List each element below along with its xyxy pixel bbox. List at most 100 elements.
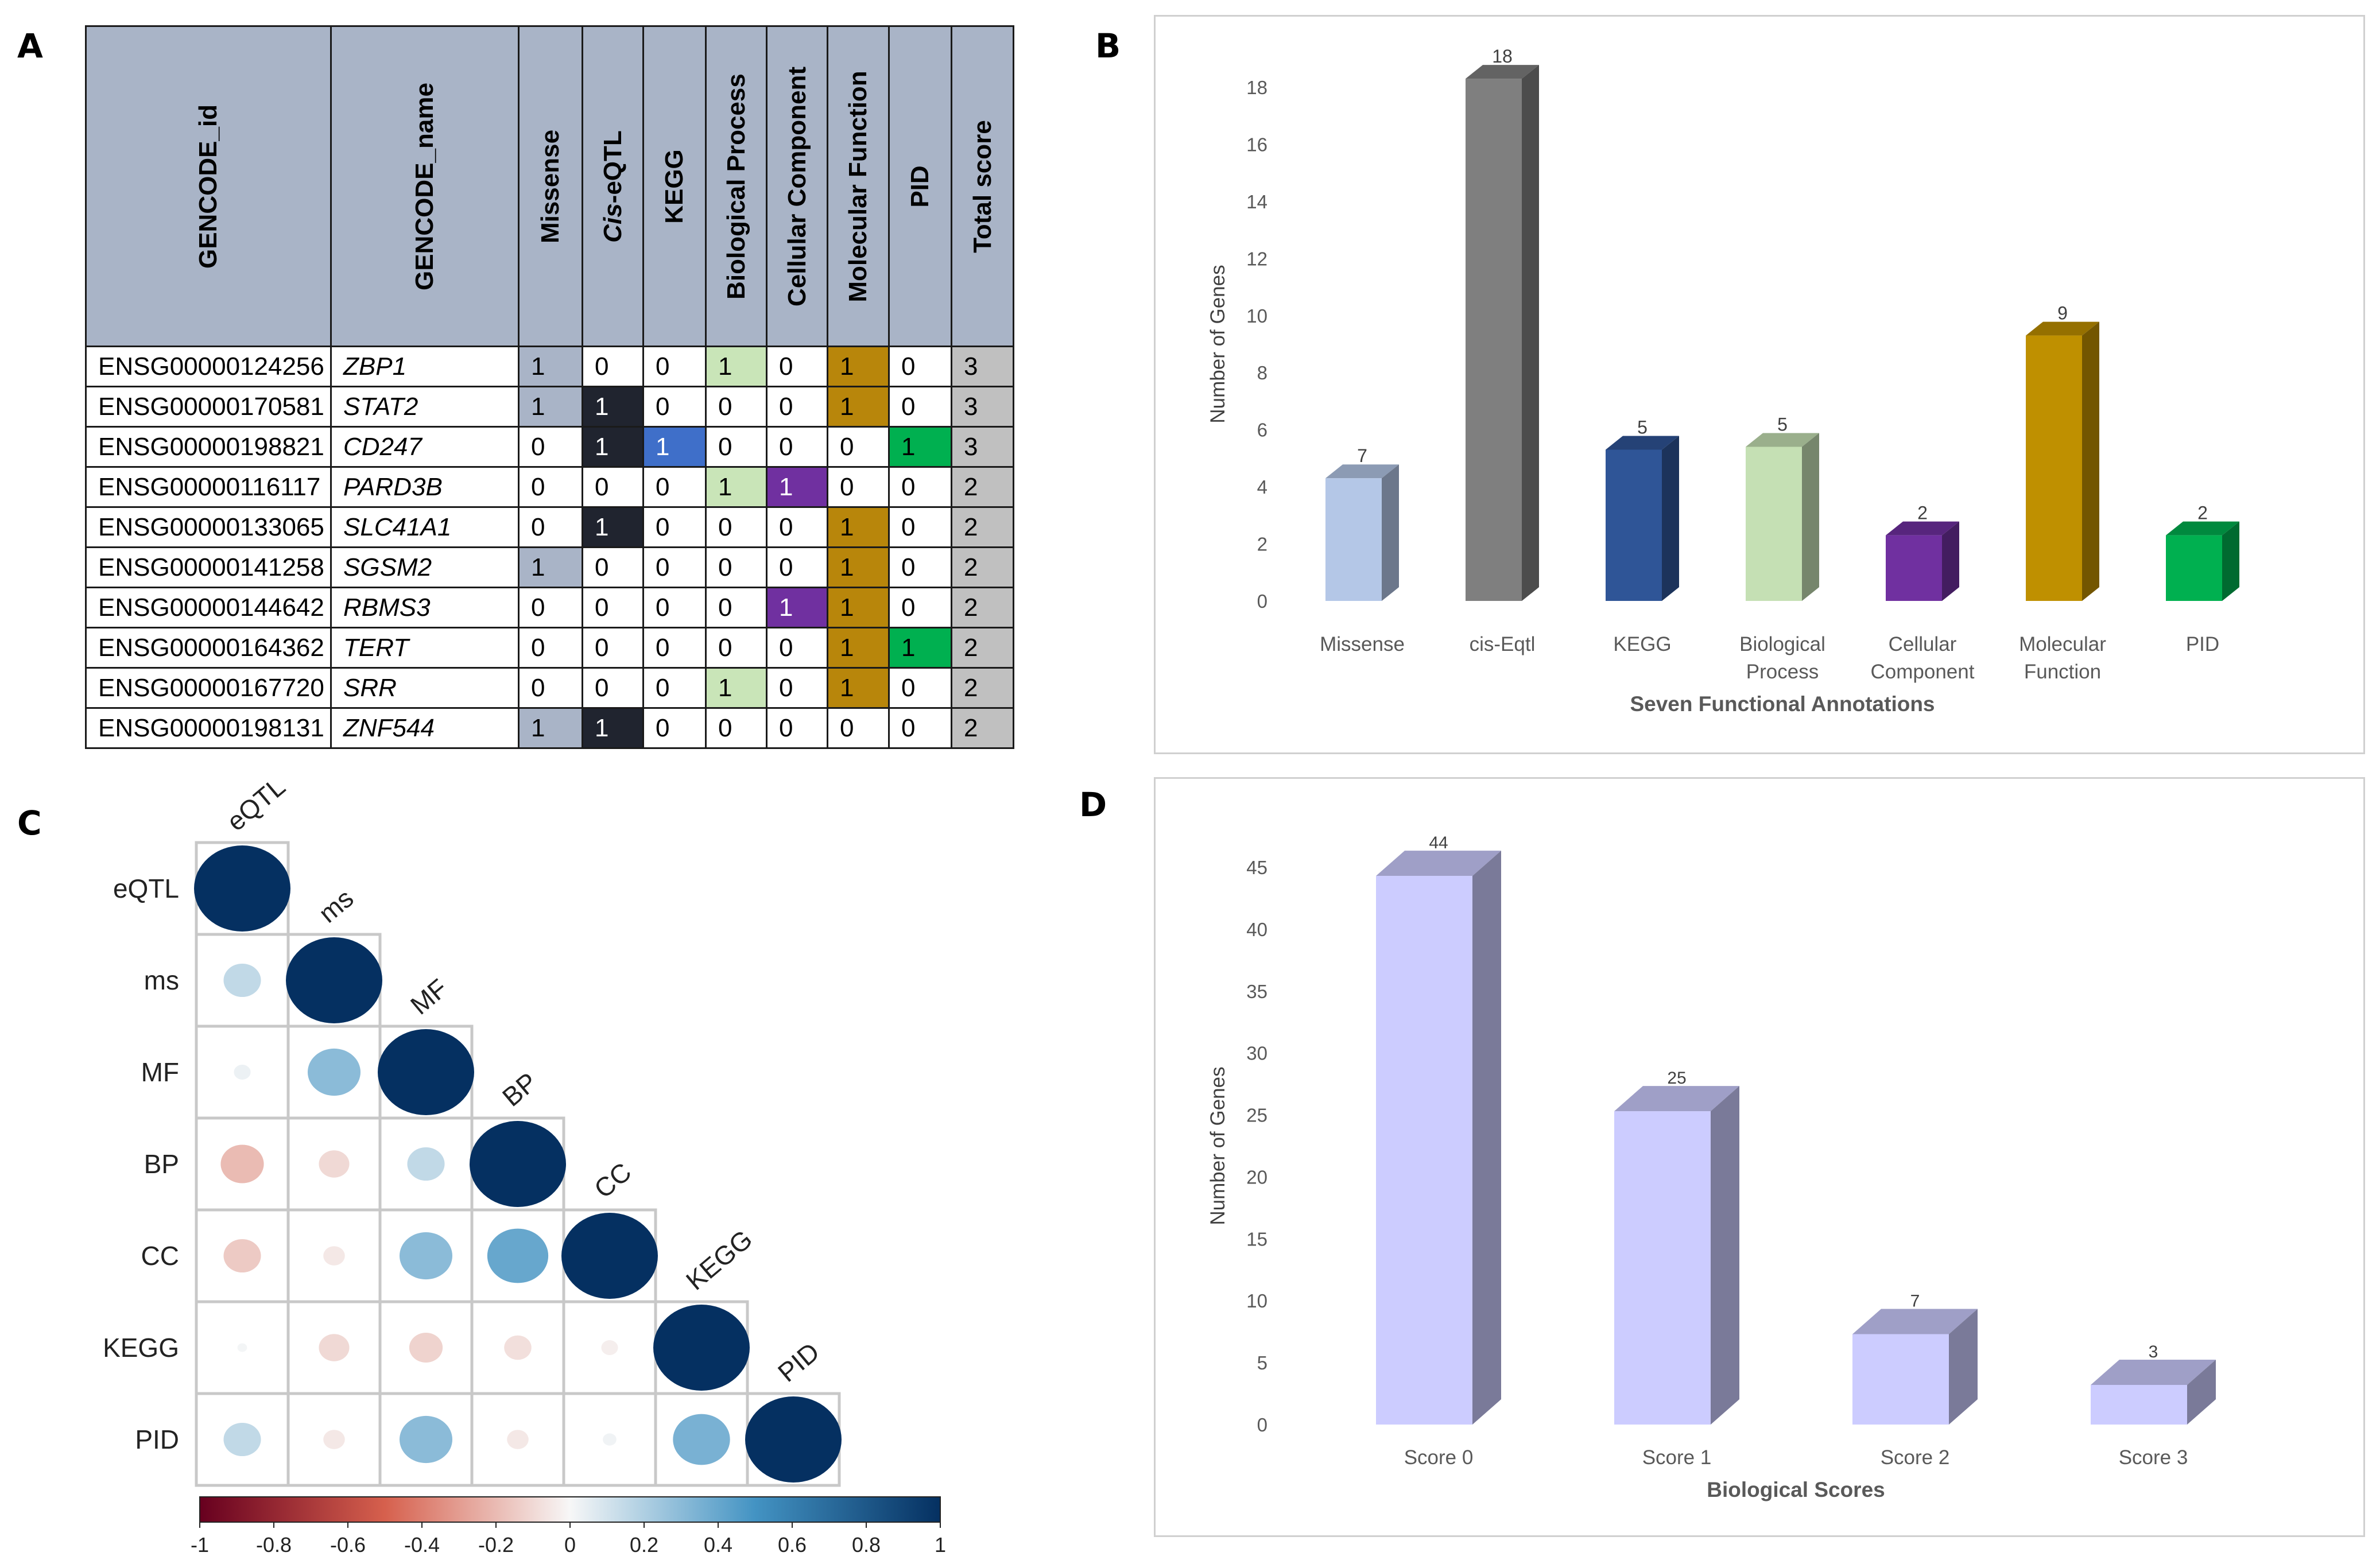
correlation-circle [409, 1333, 443, 1363]
row-label: MF [141, 1057, 179, 1087]
bar-front [2091, 1384, 2187, 1425]
correlation-circle [220, 1144, 264, 1183]
colorbar-tick-label: -0.8 [256, 1533, 292, 1557]
gene-name-cell: SRR [330, 667, 520, 709]
bar-side [1472, 851, 1501, 1425]
y-tick-label: 30 [1246, 1043, 1267, 1064]
correlation-circle [194, 845, 290, 932]
score-cell: 0 [642, 667, 707, 709]
gene-name-cell: PARD3B [330, 466, 520, 508]
correlation-circle [223, 1239, 261, 1273]
x-tick-label: Biological [1739, 633, 1825, 655]
colorbar-tick-label: -1 [191, 1533, 209, 1557]
row-label: KEGG [103, 1333, 179, 1363]
column-header: Cellular Component [766, 25, 828, 347]
score-cell: 1 [766, 466, 828, 508]
gene-id-cell: ENSG00000170581 [85, 386, 332, 428]
gene-id-cell: ENSG00000141258 [85, 546, 332, 588]
bar [1466, 65, 1539, 602]
score-cell: 0 [642, 506, 707, 548]
y-tick-label: 16 [1246, 134, 1267, 155]
score-cell: 0 [705, 386, 768, 428]
score-cell: 0 [642, 346, 707, 387]
correlation-circle [223, 963, 261, 998]
x-axis-label: Biological Scores [1707, 1478, 1885, 1501]
annotation-bar-chart: 0 2 4 6 8 10 12 14 16 18 Number of Genes 7 Missense 1… [1207, 46, 2239, 716]
bar-front [2026, 335, 2082, 601]
correlation-circle [234, 1065, 251, 1080]
gene-id-cell: ENSG00000116117 [85, 466, 332, 508]
correlation-circle [307, 1048, 361, 1096]
gene-id-cell: ENSG00000144642 [85, 587, 332, 628]
column-label: CC [588, 1157, 637, 1204]
y-tick-label: 0 [1257, 591, 1267, 612]
score-cell: 0 [705, 506, 768, 548]
bar-front [1746, 447, 1802, 601]
row-label: eQTL [113, 874, 179, 903]
correlation-circle [378, 1029, 474, 1115]
bar-side [2082, 321, 2099, 601]
total-score-cell: 2 [951, 466, 1014, 508]
y-tick-label: 20 [1246, 1166, 1267, 1188]
correlation-circle [601, 1340, 618, 1355]
data-label: 3 [2149, 1342, 2158, 1361]
correlation-circle [561, 1213, 658, 1299]
colorbar-tick-label: 0.8 [852, 1533, 881, 1557]
bar [1376, 851, 1501, 1425]
column-header-text: KEGG [660, 149, 688, 224]
colorbar [199, 1496, 941, 1523]
bar-top [1886, 521, 1959, 535]
score-cell: 0 [705, 587, 768, 628]
gene-id-cell: ENSG00000198821 [85, 426, 332, 468]
column-label: KEGG [680, 1224, 758, 1295]
score-bar-chart-frame: 0 5 10 15 20 25 30 35 40 45 Number of Genes 44 Score… [1154, 777, 2365, 1537]
correlation-circle [745, 1396, 842, 1483]
colorbar-tick-label: 0 [564, 1533, 576, 1557]
bar-top [1376, 851, 1501, 876]
correlation-circle [223, 1422, 261, 1457]
score-cell: 0 [766, 426, 828, 468]
total-score-cell: 3 [951, 426, 1014, 468]
y-tick-label: 6 [1257, 420, 1267, 441]
correlation-circle [673, 1414, 730, 1465]
column-label: PID [772, 1337, 825, 1388]
column-label: eQTL [221, 781, 291, 837]
score-cell: 1 [705, 466, 768, 508]
score-cell: 0 [518, 587, 583, 628]
table-row: ENSG00000170581 STAT2 1 1 0 0 0 1 0 3 [85, 386, 1014, 428]
score-cell: 0 [766, 386, 828, 428]
score-cell: 1 [642, 426, 707, 468]
gene-name-cell: TERT [330, 627, 520, 669]
bar [1325, 464, 1399, 601]
score-cell: 0 [518, 466, 583, 508]
data-label: 25 [1667, 1069, 1686, 1088]
score-cell: 1 [827, 587, 890, 628]
correlation-circle [286, 937, 382, 1023]
bar-top [1614, 1086, 1739, 1112]
bar-front [1325, 478, 1382, 601]
score-cell: 0 [518, 627, 583, 669]
score-cell: 0 [582, 546, 644, 588]
bar-top [1746, 433, 1819, 447]
x-tick-label: cis-Eqtl [1470, 633, 1536, 655]
bar-top [1852, 1309, 1978, 1334]
score-cell: 0 [888, 506, 952, 548]
gene-id-cell: ENSG00000164362 [85, 627, 332, 669]
score-cell: 1 [827, 346, 890, 387]
score-cell: 0 [766, 707, 828, 749]
bar-side [1382, 464, 1399, 601]
bar-top [1606, 436, 1679, 450]
score-cell: 1 [518, 386, 583, 428]
score-cell: 1 [888, 627, 952, 669]
score-cell: 0 [827, 426, 890, 468]
total-score-cell: 3 [951, 386, 1014, 428]
row-label: BP [144, 1149, 179, 1179]
column-label: ms [313, 883, 359, 928]
x-tick-label: PID [2186, 633, 2219, 655]
column-header-text: Cis-eQTL [598, 130, 627, 243]
score-cell: 1 [582, 386, 644, 428]
score-cell: 0 [582, 466, 644, 508]
x-tick-label: Score 3 [2119, 1446, 2188, 1469]
row-label: PID [135, 1425, 179, 1454]
gene-name-cell: ZNF544 [330, 707, 520, 749]
